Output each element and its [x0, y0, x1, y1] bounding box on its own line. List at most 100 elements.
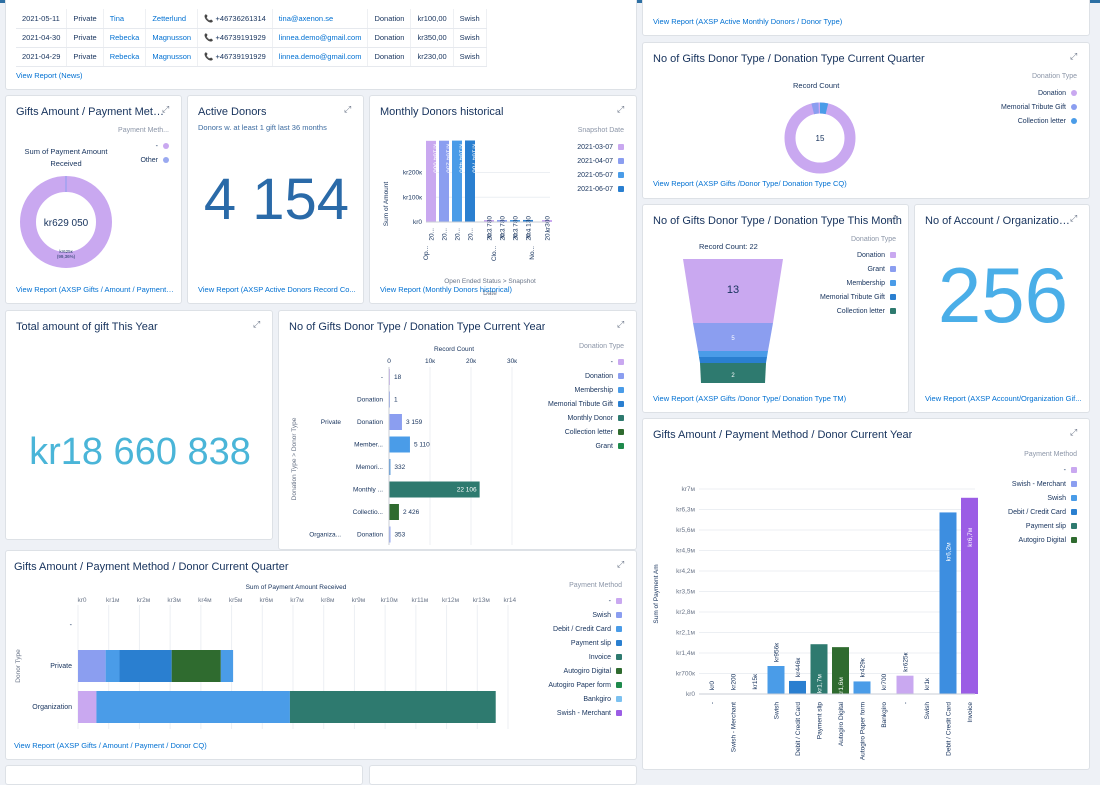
legend-item[interactable]: Autogiro Digital [548, 664, 622, 678]
legend-item[interactable]: Swish - Merchant [1008, 477, 1077, 491]
donation-type-cell: Donation [367, 28, 412, 48]
legend-item[interactable]: Bankgiro [548, 692, 622, 706]
last-name-link[interactable]: Zetterlund [145, 9, 199, 29]
table-row[interactable]: 2021-04-30 Private Rebecka Magnusson 📞 +4673… [16, 28, 487, 48]
expand-icon[interactable]: ⤢ [1070, 51, 1078, 61]
active-donors-report-link[interactable]: View Report (AXSP Active Donors Record C… [198, 285, 356, 294]
legend-item[interactable]: Payment slip [548, 636, 622, 650]
legend-label: Memorial Tribute Gift [548, 400, 613, 408]
expand-icon[interactable]: ⤢ [1070, 213, 1078, 223]
legend-item[interactable]: Autogiro Paper form [548, 678, 622, 692]
y-tick: kr7м [682, 486, 696, 493]
x-tick: 20... [429, 228, 436, 241]
legend-item[interactable]: Payment slip [1008, 519, 1077, 533]
legend-item[interactable]: Donation [548, 369, 624, 383]
phone-cell: 📞 +46739191929 [197, 47, 273, 67]
legend-item[interactable]: Donation [820, 248, 896, 262]
first-name-link[interactable]: Rebecka [103, 28, 147, 48]
y-tick: kr0 [686, 691, 695, 698]
expand-icon[interactable]: ⤢ [617, 319, 625, 329]
expand-icon[interactable]: ⤢ [1070, 427, 1078, 437]
card-title: Gifts Amount / Payment Metho... [16, 106, 166, 118]
legend-item[interactable]: Memorial Tribute Gift [820, 290, 896, 304]
gifts-cq-donut-report-link[interactable]: View Report (AXSP Gifts /Donor Type/ Don… [653, 179, 847, 188]
y-axis-label: Sum of Payment Am [653, 564, 660, 623]
table-row[interactable]: 2021-05-11 Private Tina Zetterlund 📞 +467362… [16, 9, 487, 29]
legend-item[interactable]: Membership [820, 276, 896, 290]
slice-label: kr625к [59, 249, 72, 254]
legend-item[interactable]: Collection letter [1001, 114, 1077, 128]
legend-swatch [1071, 118, 1077, 124]
gifts-cq-bar-report-link[interactable]: View Report (AXSP Gifts / Amount / Payme… [14, 741, 207, 750]
metric-value: 256 [937, 251, 1069, 339]
legend-item[interactable]: Memorial Tribute Gift [548, 397, 624, 411]
legend-item[interactable]: Collection letter [820, 304, 896, 318]
email-link[interactable]: linnea.demo@gmail.com [272, 28, 369, 48]
x-tick: Swish - Merchant [731, 702, 738, 752]
table-row[interactable]: 2021-04-29 Private Rebecka Magnusson 📞 +4673… [16, 47, 487, 67]
monthly-historical-report-link[interactable]: View Report (Monthly Donors historical) [380, 285, 512, 294]
legend-item[interactable]: - [548, 594, 622, 608]
donut-chart: kr629 050 kr625к (99,36%) [20, 176, 112, 268]
active-monthly-report-link[interactable]: View Report (AXSP Active Monthly Donors … [653, 17, 843, 26]
expand-icon[interactable]: ⤢ [162, 104, 170, 114]
legend-item[interactable]: Monthly Donor [548, 411, 624, 425]
y-tick: kr2,8м [676, 609, 695, 616]
gifts-payment-report-link[interactable]: View Report (AXSP Gifts / Amount / Payme… [16, 285, 174, 294]
legend-item[interactable]: Collection letter [548, 425, 624, 439]
gifts-payment-card: Gifts Amount / Payment Metho... ⤢ Paymen… [5, 95, 182, 304]
legend-item[interactable]: 2021-03-07 [577, 140, 624, 154]
email-link[interactable]: tina@axenon.se [272, 9, 369, 29]
legend-item[interactable]: Membership [548, 383, 624, 397]
legend-label: Payment slip [570, 639, 611, 647]
legend-item[interactable]: - [140, 139, 169, 153]
data-label: kr446к [795, 658, 802, 677]
legend-item[interactable]: 2021-06-07 [577, 182, 624, 196]
x-tick: Invoice [967, 702, 974, 723]
legend-label: Autogiro Digital [1018, 536, 1066, 544]
bar [767, 666, 785, 694]
expand-icon[interactable]: ⤢ [253, 319, 261, 329]
first-name-link[interactable]: Tina [103, 9, 147, 29]
data-label: kr164 450 [458, 144, 465, 173]
legend-item[interactable]: 2021-04-07 [577, 154, 624, 168]
metric-value: 4 154 [203, 167, 350, 232]
expand-icon[interactable]: ⤢ [617, 559, 625, 569]
legend-item[interactable]: Invoice [548, 650, 622, 664]
data-label: kr164 000 [432, 144, 439, 173]
expand-icon[interactable]: ⤢ [889, 213, 897, 223]
bar [510, 220, 520, 222]
legend-item[interactable]: Memorial Tribute Gift [1001, 100, 1077, 114]
legend-item[interactable]: Autogiro Digital [1008, 533, 1077, 547]
accounts-report-link[interactable]: View Report (AXSP Account/Organization G… [925, 394, 1082, 403]
x-tick: kr9м [352, 597, 366, 604]
legend-item[interactable]: - [1008, 463, 1077, 477]
expand-icon[interactable]: ⤢ [617, 104, 625, 114]
legend-item[interactable]: Debit / Credit Card [1008, 505, 1077, 519]
legend-item[interactable]: Donation [1001, 86, 1077, 100]
accounts-card: No of Account / Organization ... ⤢ 256 V… [914, 204, 1090, 413]
legend-item[interactable]: 2021-05-07 [577, 168, 624, 182]
legend-item[interactable]: Grant [820, 262, 896, 276]
legend-item[interactable]: - [548, 355, 624, 369]
first-name-link[interactable]: Rebecka [103, 47, 147, 67]
legend-item[interactable]: Other [140, 153, 169, 167]
legend-item[interactable]: Swish [1008, 491, 1077, 505]
gifts-cq-donut-card: No of Gifts Donor Type / Donation Type C… [642, 42, 1090, 199]
gifts-tm-report-link[interactable]: View Report (AXSP Gifts /Donor Type/ Don… [653, 394, 847, 403]
expand-icon[interactable]: ⤢ [344, 104, 352, 114]
donut-chart: 15 [784, 102, 856, 174]
bar [389, 504, 399, 520]
legend-item[interactable]: Swish [548, 608, 622, 622]
email-link[interactable]: linnea.demo@gmail.com [272, 47, 369, 67]
legend-item[interactable]: Grant [548, 439, 624, 453]
type-cell: Private [66, 47, 104, 67]
legend-item[interactable]: Swish - Merchant [548, 706, 622, 720]
last-name-link[interactable]: Magnusson [145, 47, 199, 67]
payment-method-cell: Swish [453, 9, 487, 29]
last-name-link[interactable]: Magnusson [145, 28, 199, 48]
gifts-cq-bar-card: Gifts Amount / Payment Method / Donor Cu… [5, 550, 637, 760]
news-report-link[interactable]: View Report (News) [16, 71, 83, 80]
legend-item[interactable]: Debit / Credit Card [548, 622, 622, 636]
y-tick: - [70, 622, 73, 629]
